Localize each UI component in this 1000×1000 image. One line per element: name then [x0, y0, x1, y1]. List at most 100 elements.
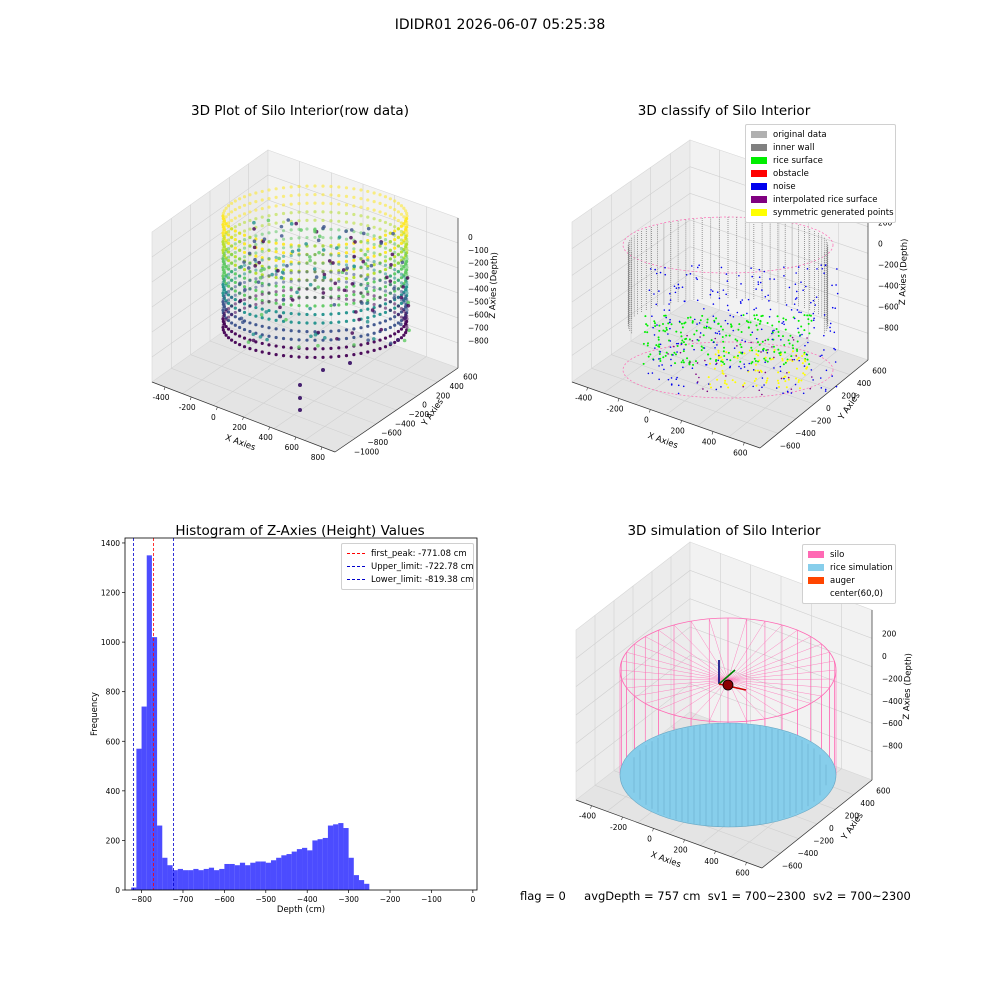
raw-point	[221, 240, 225, 244]
noise-point	[755, 288, 757, 290]
rice-surface-point	[783, 344, 786, 347]
symmetric-point	[725, 383, 728, 386]
raw-point	[321, 291, 326, 295]
symmetric-point	[803, 353, 806, 356]
raw-point	[267, 317, 271, 321]
raw-point	[233, 233, 237, 237]
raw-point	[221, 328, 225, 332]
raw-point	[366, 292, 370, 296]
raw-point	[405, 291, 409, 295]
noise-point	[819, 355, 822, 358]
raw-point	[274, 250, 278, 254]
raw-point	[322, 275, 327, 280]
raw-point	[353, 240, 357, 244]
raw-point	[344, 211, 349, 216]
raw-point	[393, 263, 397, 267]
noise-point	[659, 351, 662, 353]
raw-point	[238, 298, 243, 303]
raw-point	[281, 336, 286, 341]
raw-point	[260, 264, 264, 268]
raw-point	[260, 206, 264, 211]
raw-point	[297, 296, 301, 300]
raw-point	[337, 262, 341, 266]
raw-point	[405, 280, 409, 284]
raw-point	[378, 253, 382, 257]
rice-surface-point	[809, 314, 812, 317]
rice-surface-point	[680, 361, 683, 364]
raw-point	[226, 238, 231, 242]
rice-surface-point	[739, 351, 742, 354]
rice-surface-point	[681, 326, 684, 329]
y-tick-label: −200	[811, 417, 832, 426]
raw-point	[281, 229, 286, 233]
raw-point	[378, 261, 382, 265]
raw-point	[352, 212, 356, 217]
raw-point	[402, 300, 406, 305]
raw-point	[233, 306, 237, 310]
interpolated-point	[750, 341, 752, 344]
raw-point	[329, 184, 333, 189]
raw-point	[248, 304, 252, 308]
raw-point	[359, 256, 363, 261]
rice-surface-point	[757, 318, 760, 321]
raw-point	[399, 276, 404, 280]
raw-point	[239, 264, 243, 269]
raw-point	[329, 303, 333, 308]
raw-point	[254, 191, 258, 195]
noise-point	[668, 303, 670, 305]
raw-point	[321, 253, 325, 257]
histogram-bar	[250, 862, 256, 890]
raw-point	[366, 338, 370, 342]
noise-point	[835, 385, 838, 388]
symmetric-point	[742, 384, 745, 387]
raw-point	[260, 301, 264, 305]
raw-point	[254, 297, 258, 301]
z-axis-label: Z Axies (Depth)	[898, 238, 910, 305]
raw-point	[305, 338, 309, 342]
rice-surface-point	[758, 322, 761, 325]
raw-point	[342, 288, 347, 293]
noise-point	[677, 342, 680, 345]
raw-point	[388, 325, 392, 330]
noise-point	[753, 308, 755, 311]
raw-point	[359, 205, 363, 209]
raw-point	[252, 220, 256, 225]
noise-point	[834, 307, 837, 310]
histogram-bar	[162, 857, 168, 890]
x-tick-mark	[617, 398, 620, 402]
symmetric-point	[797, 379, 800, 382]
rice-surface-point	[670, 323, 673, 326]
noise-point	[802, 289, 804, 292]
raw-point	[242, 242, 247, 246]
raw-point	[372, 314, 376, 318]
raw-point	[296, 248, 301, 252]
noise-point	[823, 272, 825, 274]
interpolated-point	[699, 336, 701, 338]
noise-point	[663, 309, 666, 311]
raw-point	[399, 272, 404, 276]
raw-point	[221, 231, 225, 235]
raw-point	[242, 285, 247, 289]
rice-surface-point	[800, 325, 803, 328]
raw-point	[230, 304, 234, 308]
y-tick-label: −400	[795, 429, 816, 438]
noise-point	[741, 339, 743, 341]
raw-point	[406, 300, 411, 305]
noise-point	[746, 312, 748, 315]
raw-point	[248, 296, 252, 300]
raw-point	[274, 353, 278, 357]
noise-point	[797, 266, 800, 268]
raw-point	[344, 328, 349, 332]
raw-point	[402, 333, 406, 337]
raw-point	[289, 329, 293, 333]
rice-surface-point	[688, 363, 691, 366]
raw-point	[281, 203, 286, 207]
raw-point	[254, 294, 258, 298]
raw-point	[366, 226, 371, 231]
rice-surface-point	[659, 360, 662, 363]
raw-point	[383, 289, 388, 293]
x-tick-mark	[680, 420, 682, 424]
raw-point	[297, 244, 301, 249]
raw-point	[383, 302, 388, 306]
